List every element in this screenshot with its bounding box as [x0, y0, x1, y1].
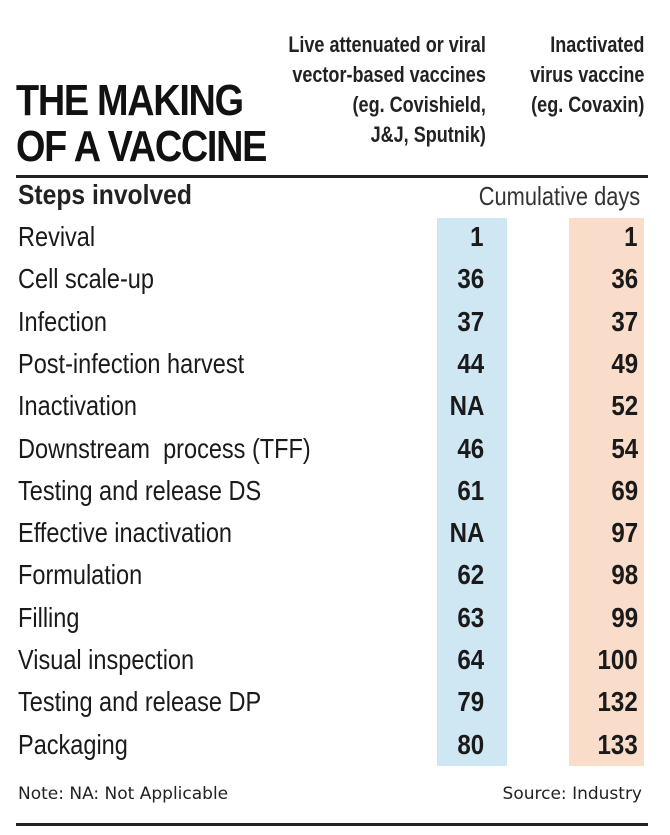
table-row: Inactivation NA 52	[0, 385, 670, 427]
step-label: Post-infection harvest	[18, 347, 245, 379]
step-label: Inactivation	[18, 390, 137, 422]
step-label: Effective inactivation	[18, 517, 232, 549]
footnote: Note: NA: Not Applicable	[18, 784, 229, 804]
step-label: Packaging	[18, 728, 128, 760]
inactivated-column-band	[569, 218, 644, 766]
step-label: Testing and release DP	[18, 686, 262, 718]
inactivated-vaccine-days: 52	[611, 390, 638, 422]
live-vaccine-days: 80	[457, 728, 484, 760]
step-label: Formulation	[18, 559, 143, 591]
live-vaccine-days: 44	[457, 347, 484, 379]
live-vaccine-days: 37	[457, 305, 484, 337]
live-vaccine-days: 79	[457, 686, 484, 718]
inactivated-vaccine-days: 36	[611, 263, 638, 295]
table-row: Downstream process (TFF) 46 54	[0, 428, 670, 470]
table-row: Revival 1 1	[0, 216, 670, 258]
inactivated-vaccine-days: 100	[597, 644, 638, 675]
cumulative-days-header: Cumulative days	[478, 181, 640, 211]
inactivated-vaccine-days: 1	[624, 221, 638, 252]
inactivated-vaccine-days: 54	[611, 432, 638, 464]
table-row: Visual inspection 64 100	[0, 639, 670, 681]
step-label: Visual inspection	[18, 644, 195, 675]
inactivated-vaccine-days: 49	[611, 347, 638, 379]
live-vaccine-days: 62	[457, 559, 484, 591]
live-vaccine-days: 63	[457, 601, 484, 633]
live-vaccine-days: NA	[449, 390, 484, 422]
step-label: Revival	[18, 221, 96, 252]
live-vaccine-days: NA	[449, 517, 484, 549]
live-vaccine-days: 64	[457, 644, 484, 675]
inactivated-vaccine-days: 69	[611, 474, 638, 506]
inactivated-vaccine-days: 97	[611, 517, 638, 549]
inactivated-vaccine-days: 132	[597, 686, 638, 718]
top-divider	[16, 175, 648, 178]
step-label: Cell scale-up	[18, 263, 154, 295]
table-row: Packaging 80 133	[0, 724, 670, 766]
step-label: Filling	[18, 601, 80, 633]
table-row: Cell scale-up 36 36	[0, 258, 670, 300]
table-row: Testing and release DP 79 132	[0, 681, 670, 723]
inactivated-vaccine-days: 133	[597, 728, 638, 760]
table-row: Testing and release DS 61 69	[0, 470, 670, 512]
page-title: THE MAKING OF A VACCINE	[16, 76, 267, 171]
step-label: Infection	[18, 305, 107, 337]
inactivated-vaccine-days: 98	[611, 559, 638, 591]
inactivated-vaccine-days: 37	[611, 305, 638, 337]
live-vaccine-days: 61	[457, 474, 484, 506]
step-label: Downstream process (TFF)	[18, 432, 311, 464]
column-header-inactivated: Inactivated virus vaccine (eg. Covaxin)	[529, 32, 644, 117]
source-credit: Source: Industry	[502, 784, 642, 804]
steps-header: Steps involved	[18, 179, 192, 210]
table-row: Post-infection harvest 44 49	[0, 343, 670, 385]
live-vaccine-days: 36	[457, 263, 484, 295]
table-row: Filling 63 99	[0, 597, 670, 639]
bottom-divider	[16, 823, 648, 826]
table-row: Formulation 62 98	[0, 554, 670, 596]
inactivated-vaccine-days: 99	[611, 601, 638, 633]
table-row: Effective inactivation NA 97	[0, 512, 670, 554]
step-label: Testing and release DS	[18, 474, 262, 506]
live-vaccine-days: 46	[457, 432, 484, 464]
column-header-live: Live attenuated or viral vector-based va…	[288, 32, 486, 147]
live-column-band	[437, 218, 507, 766]
table-row: Infection 37 37	[0, 301, 670, 343]
live-vaccine-days: 1	[470, 221, 484, 252]
